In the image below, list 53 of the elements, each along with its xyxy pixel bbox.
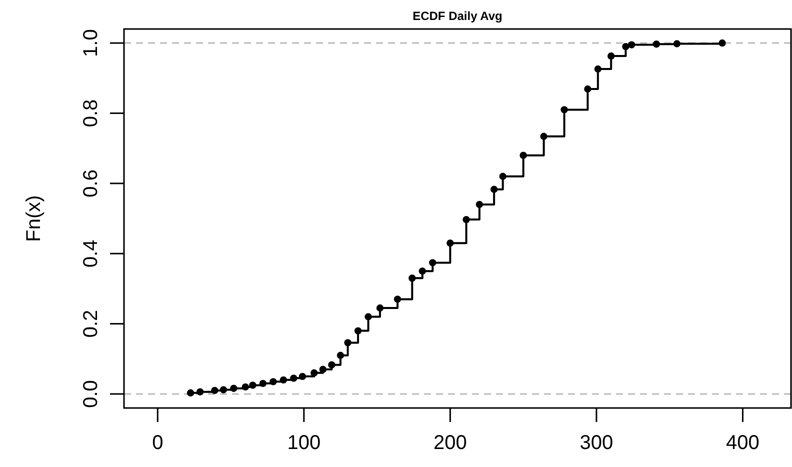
y-tick-label: 0.0 — [80, 380, 102, 408]
point — [560, 106, 568, 114]
x-tick-label: 400 — [726, 432, 760, 454]
point — [220, 386, 228, 394]
point — [230, 384, 238, 392]
point — [490, 186, 498, 193]
point — [310, 369, 318, 377]
point — [280, 376, 288, 384]
point — [652, 40, 660, 48]
point — [520, 152, 527, 159]
point — [607, 52, 615, 60]
point — [336, 352, 344, 359]
point — [584, 85, 592, 93]
point — [328, 361, 336, 368]
point — [376, 304, 384, 312]
point — [242, 383, 250, 391]
point — [211, 386, 218, 394]
point — [622, 42, 630, 50]
point — [249, 382, 256, 389]
y-axis-title: Fn(x) — [23, 195, 45, 242]
point — [462, 216, 470, 224]
point — [364, 313, 372, 320]
x-tick-label: 0 — [152, 432, 164, 454]
point — [196, 388, 204, 396]
point — [673, 40, 681, 48]
point — [344, 339, 352, 346]
point — [499, 172, 506, 180]
point — [298, 372, 306, 380]
point — [408, 274, 416, 282]
y-tick-label: 0.4 — [80, 240, 102, 268]
point — [594, 65, 602, 73]
point — [290, 374, 298, 382]
chart-title: ECDF Daily Avg — [412, 9, 502, 23]
point — [418, 268, 426, 275]
point — [186, 389, 194, 397]
point — [259, 380, 267, 388]
x-tick-label: 200 — [434, 432, 467, 454]
y-tick-label: 0.6 — [80, 170, 102, 198]
x-tick-label: 300 — [580, 432, 614, 454]
y-tick-label: 0.2 — [80, 310, 102, 338]
point — [540, 132, 548, 140]
point — [394, 296, 402, 303]
point — [354, 327, 362, 334]
x-tick-label: 100 — [287, 432, 321, 454]
point — [718, 39, 726, 47]
point — [270, 378, 277, 386]
point — [628, 41, 636, 48]
y-tick-label: 1.0 — [80, 29, 102, 57]
point — [319, 366, 327, 373]
point — [429, 259, 436, 266]
point — [476, 200, 484, 208]
point — [446, 239, 454, 247]
y-tick-label: 0.8 — [80, 99, 102, 128]
